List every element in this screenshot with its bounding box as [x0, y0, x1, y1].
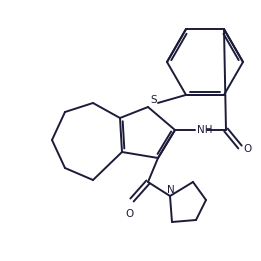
Text: O: O	[243, 144, 251, 154]
Text: O: O	[125, 209, 133, 219]
Text: NH: NH	[197, 125, 212, 135]
Text: S: S	[150, 95, 157, 105]
Text: N: N	[167, 185, 175, 195]
